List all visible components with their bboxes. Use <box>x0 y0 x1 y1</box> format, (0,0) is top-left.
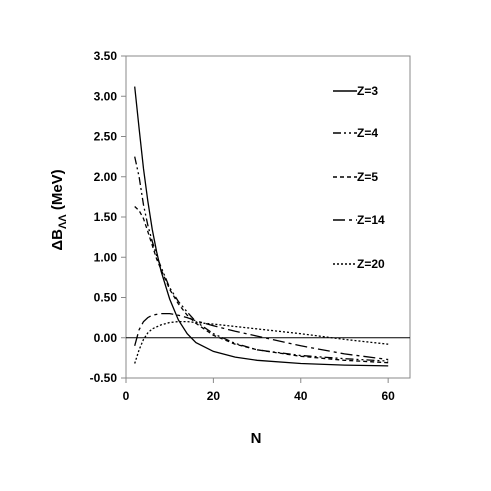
x-axis: 0 20 40 60 <box>123 378 395 403</box>
legend-label: Z=4 <box>357 126 378 140</box>
series-line-z-3 <box>134 86 389 367</box>
y-tick-label: -0.50 <box>90 371 118 385</box>
legend-label: Z=14 <box>357 213 385 227</box>
series-line-z-4 <box>134 156 389 362</box>
y-tick-label: 1.00 <box>94 250 118 264</box>
series-line-z-14 <box>134 312 389 361</box>
y-axis-title-unit: (MeV) <box>49 169 66 214</box>
x-tick-label: 0 <box>123 389 130 403</box>
y-tick-label: 0.50 <box>94 291 118 305</box>
series-line-z-20 <box>134 320 389 364</box>
y-tick-label: 1.50 <box>94 210 118 224</box>
x-axis-title: N <box>251 430 262 447</box>
x-tick-label: 20 <box>207 389 221 403</box>
series-group <box>134 86 389 367</box>
y-tick-label: 0.00 <box>94 331 118 345</box>
y-tick-label: 2.50 <box>94 130 118 144</box>
x-tick-label: 60 <box>381 389 395 403</box>
legend-label: Z=20 <box>357 257 385 271</box>
series-line-z-5 <box>134 206 389 364</box>
y-tick-label: 3.50 <box>94 49 118 63</box>
y-axis: -0.50 0.00 0.50 1.00 1.50 2.00 2.50 3.00 3.50 <box>90 49 126 385</box>
legend-label: Z=5 <box>357 170 378 184</box>
legend-label: Z=3 <box>357 84 378 98</box>
y-axis-title: ΔBΛΛ (MeV) <box>49 169 69 250</box>
y-axis-title-main: ΔB <box>49 229 66 251</box>
y-axis-title-sub: ΛΛ <box>57 214 69 229</box>
y-tick-label: 3.00 <box>94 89 118 103</box>
x-tick-label: 40 <box>294 389 308 403</box>
legend: Z=3 Z=4 Z=5 Z=14 Z=20 <box>333 84 385 271</box>
y-tick-label: 2.00 <box>94 170 118 184</box>
